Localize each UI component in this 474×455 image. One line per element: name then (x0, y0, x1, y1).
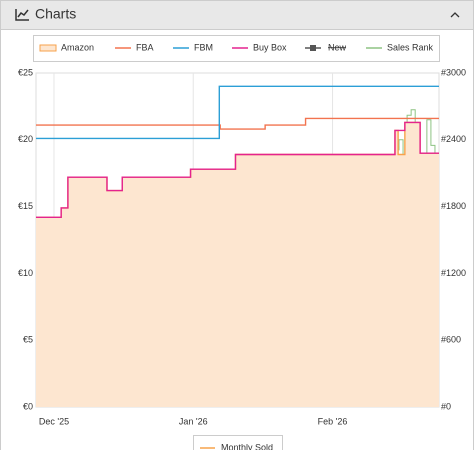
line (36, 85, 439, 140)
y-tick-label: €0 (23, 401, 33, 411)
legend-label: FBM (194, 42, 213, 52)
area (36, 122, 439, 407)
legend-label: FBA (136, 42, 154, 52)
y2-tick-label: #1800 (441, 201, 466, 211)
legend-label: Buy Box (253, 42, 287, 52)
y2-tick-label: #1200 (441, 268, 466, 278)
x-tick-label: Feb '26 (318, 416, 348, 426)
x-tick-label: Jan '26 (179, 416, 208, 426)
y2-tick-label: #0 (441, 401, 451, 411)
line (36, 121, 439, 218)
line (36, 117, 439, 130)
legend-label: Amazon (61, 42, 94, 52)
collapse-toggle[interactable] (450, 12, 460, 18)
plot-layer (36, 85, 439, 407)
y-tick-label: €5 (23, 335, 33, 345)
legend-label: New (328, 42, 347, 52)
y2-tick-label: #3000 (441, 67, 466, 77)
y-tick-label: €25 (18, 67, 33, 77)
legend-swatch (39, 44, 57, 52)
y2-tick-label: #600 (441, 335, 461, 345)
y-tick-label: €15 (18, 201, 33, 211)
panel-title: Charts (35, 6, 76, 22)
y2-tick-label: #2400 (441, 134, 466, 144)
legend-label: Sales Rank (387, 42, 434, 52)
chart-icon (15, 9, 29, 21)
panel-header (0, 0, 474, 30)
legend-swatch-marker (310, 45, 316, 51)
second-legend-label: Monthly Sold (221, 442, 273, 450)
y-tick-label: €10 (18, 268, 33, 278)
x-tick-label: Dec '25 (39, 416, 69, 426)
y-tick-label: €20 (18, 134, 33, 144)
